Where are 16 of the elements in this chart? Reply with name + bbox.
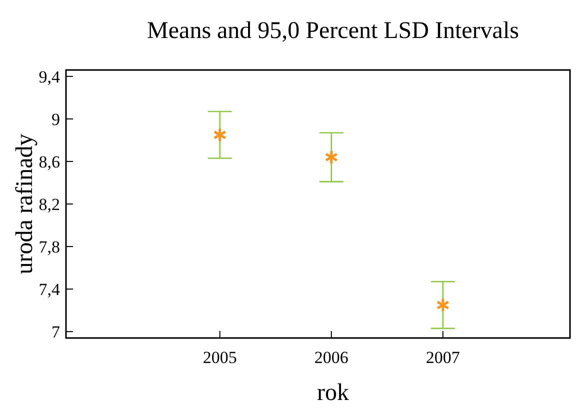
y-tick-label: 7,8 — [38, 237, 60, 256]
point — [324, 150, 338, 165]
y-tick-label: 8,2 — [38, 194, 60, 214]
y-tick-label: 7,4 — [38, 280, 60, 300]
point — [436, 298, 450, 313]
y-tick-label: 8,6 — [38, 152, 60, 172]
x-tick-label: 2006 — [314, 348, 348, 367]
chart-title: Means and 95,0 Percent LSD Intervals — [147, 18, 519, 44]
y-tick-label: 9,4 — [38, 67, 60, 86]
x-axis-title: rok — [317, 380, 349, 406]
y-tick-label: 9 — [52, 110, 60, 129]
x-tick-label: 2005 — [202, 348, 237, 367]
y-axis-title: uroda rafinady — [12, 134, 38, 274]
x-tick-label: 2007 — [426, 348, 460, 367]
y-tick-label: 7 — [52, 322, 60, 342]
point — [213, 127, 227, 142]
